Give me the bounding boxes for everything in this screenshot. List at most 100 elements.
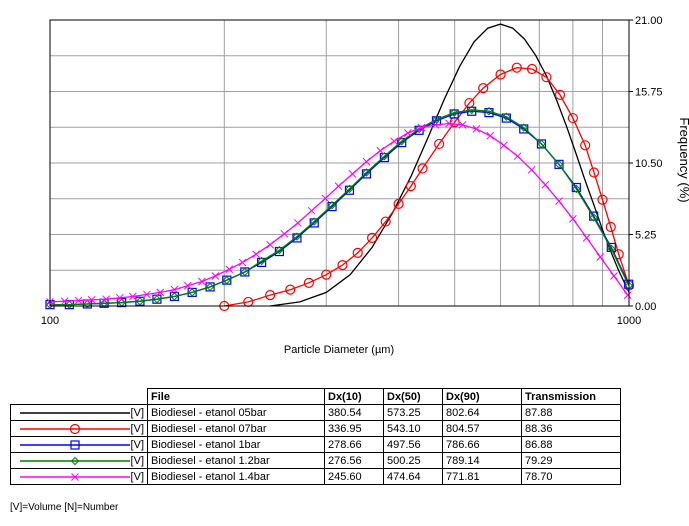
transmission-cell: 88.36: [521, 420, 621, 437]
x-marker: [513, 152, 522, 161]
circle-marker: [495, 69, 506, 80]
series-2: [219, 62, 635, 312]
diamond-marker: [484, 107, 494, 116]
circle-marker: [417, 163, 428, 174]
file-cell: Biodiesel - etanol 07bar: [147, 420, 325, 437]
dx50-cell: 500.25: [383, 452, 443, 469]
legend-cell: [V]: [10, 436, 148, 453]
x-marker: [362, 157, 371, 166]
x-axis-label: Particle Diameter (µm): [284, 344, 394, 356]
dx50-cell: 474.64: [383, 468, 443, 485]
x-marker: [486, 131, 495, 140]
series-line: [270, 23, 630, 307]
x-marker: [225, 265, 234, 274]
square-marker: [309, 218, 319, 228]
x-marker: [610, 272, 618, 280]
square-marker: [379, 152, 389, 163]
diamond-marker: [397, 137, 406, 146]
square-marker: [69, 439, 80, 450]
series-line: [50, 109, 630, 306]
circle-marker: [321, 269, 332, 280]
dx90-cell: 802.64: [442, 404, 522, 421]
dx90-cell: 789.14: [442, 452, 522, 469]
diamond-marker: [205, 282, 215, 292]
diamond-marker: [572, 184, 581, 194]
legend-cell: [V]: [10, 452, 148, 469]
diamond-marker: [607, 244, 616, 254]
diamond-marker: [222, 275, 232, 285]
square-marker: [397, 137, 407, 148]
diamond-marker: [327, 201, 337, 210]
diamond-marker: [170, 292, 179, 301]
diamond-marker: [135, 297, 145, 306]
x-marker: [527, 165, 536, 174]
legend-cell: [V]: [10, 420, 148, 437]
dx10-cell: 278.66: [324, 436, 384, 453]
x-marker: [280, 229, 289, 238]
x-marker: [294, 219, 302, 227]
legend-tag: [V]: [130, 406, 144, 419]
x-marker: [334, 182, 343, 191]
diamond-marker: [362, 168, 371, 177]
y-tick-label: 15.75: [635, 87, 663, 99]
table-row: [V] Biodiesel - etanol 1.2bar 276.56 500.25…: [10, 452, 621, 469]
y-tick-label: 10.50: [635, 158, 663, 170]
x-marker: [321, 194, 330, 203]
circle-marker: [526, 63, 538, 75]
circle-marker: [554, 89, 566, 101]
diamond-marker: [292, 232, 302, 241]
square-marker: [571, 182, 581, 193]
x-marker: [569, 214, 577, 223]
diamond-marker: [519, 123, 528, 132]
diamond-marker: [152, 294, 162, 304]
x-marker: [403, 129, 412, 137]
circle-marker: [588, 167, 600, 178]
grid-lines: [50, 20, 629, 306]
x-marker: [70, 472, 79, 481]
tick-labels: 21.00 15.75 10.50 5.25 0.00 100 1000: [41, 15, 663, 327]
series-line: [224, 67, 630, 307]
dx10-header: Dx(10): [324, 388, 384, 405]
circle-marker: [405, 181, 416, 192]
particle-size-chart: 21.00 15.75 10.50 5.25 0.00 100 1000 Particle …: [41, 15, 689, 356]
diamond-marker: [187, 288, 197, 297]
legend-cell: [V]: [10, 404, 148, 421]
transmission-cell: 87.88: [521, 404, 621, 421]
dx90-cell: 804.57: [442, 420, 522, 437]
diamond-marker: [432, 115, 441, 124]
diamond-marker: [70, 456, 79, 465]
table-row: [V] Biodiesel - etanol 1.4bar 245.60 474.64…: [10, 468, 621, 485]
diamond-marker: [310, 217, 319, 226]
series-layer: [45, 23, 635, 312]
square-marker: [467, 106, 477, 116]
legend-header-cell: [10, 388, 148, 405]
dx50-cell: 497.56: [383, 436, 443, 453]
circle-marker: [597, 194, 608, 205]
diamond-marker: [240, 267, 250, 277]
square-marker: [344, 185, 355, 195]
square-marker: [606, 242, 616, 253]
diamond-marker: [45, 300, 55, 309]
x-marker: [198, 277, 206, 286]
transmission-cell: 79.29: [521, 452, 621, 469]
circle-marker: [567, 112, 578, 124]
series-1: [270, 23, 630, 307]
square-marker: [292, 233, 302, 243]
legend-cell: [V]: [10, 468, 148, 485]
square-marker: [361, 169, 372, 179]
circle-marker: [285, 284, 296, 295]
x-marker: [623, 291, 632, 299]
diamond-marker: [554, 160, 564, 169]
legend-swatch: [19, 456, 130, 465]
x-tick-label: 100: [41, 315, 59, 327]
diamond-marker: [99, 299, 109, 308]
x-marker: [102, 295, 110, 304]
x-marker: [115, 293, 124, 302]
diamond-marker: [380, 151, 389, 161]
circle-marker: [380, 216, 391, 227]
legend-tag: [V]: [130, 454, 144, 467]
legend-swatch: [19, 439, 130, 450]
table-row: [V] Biodiesel - etanol 1bar 278.66 497.56 78…: [10, 436, 621, 453]
x-marker: [128, 292, 137, 301]
dx10-cell: 245.60: [324, 468, 384, 485]
